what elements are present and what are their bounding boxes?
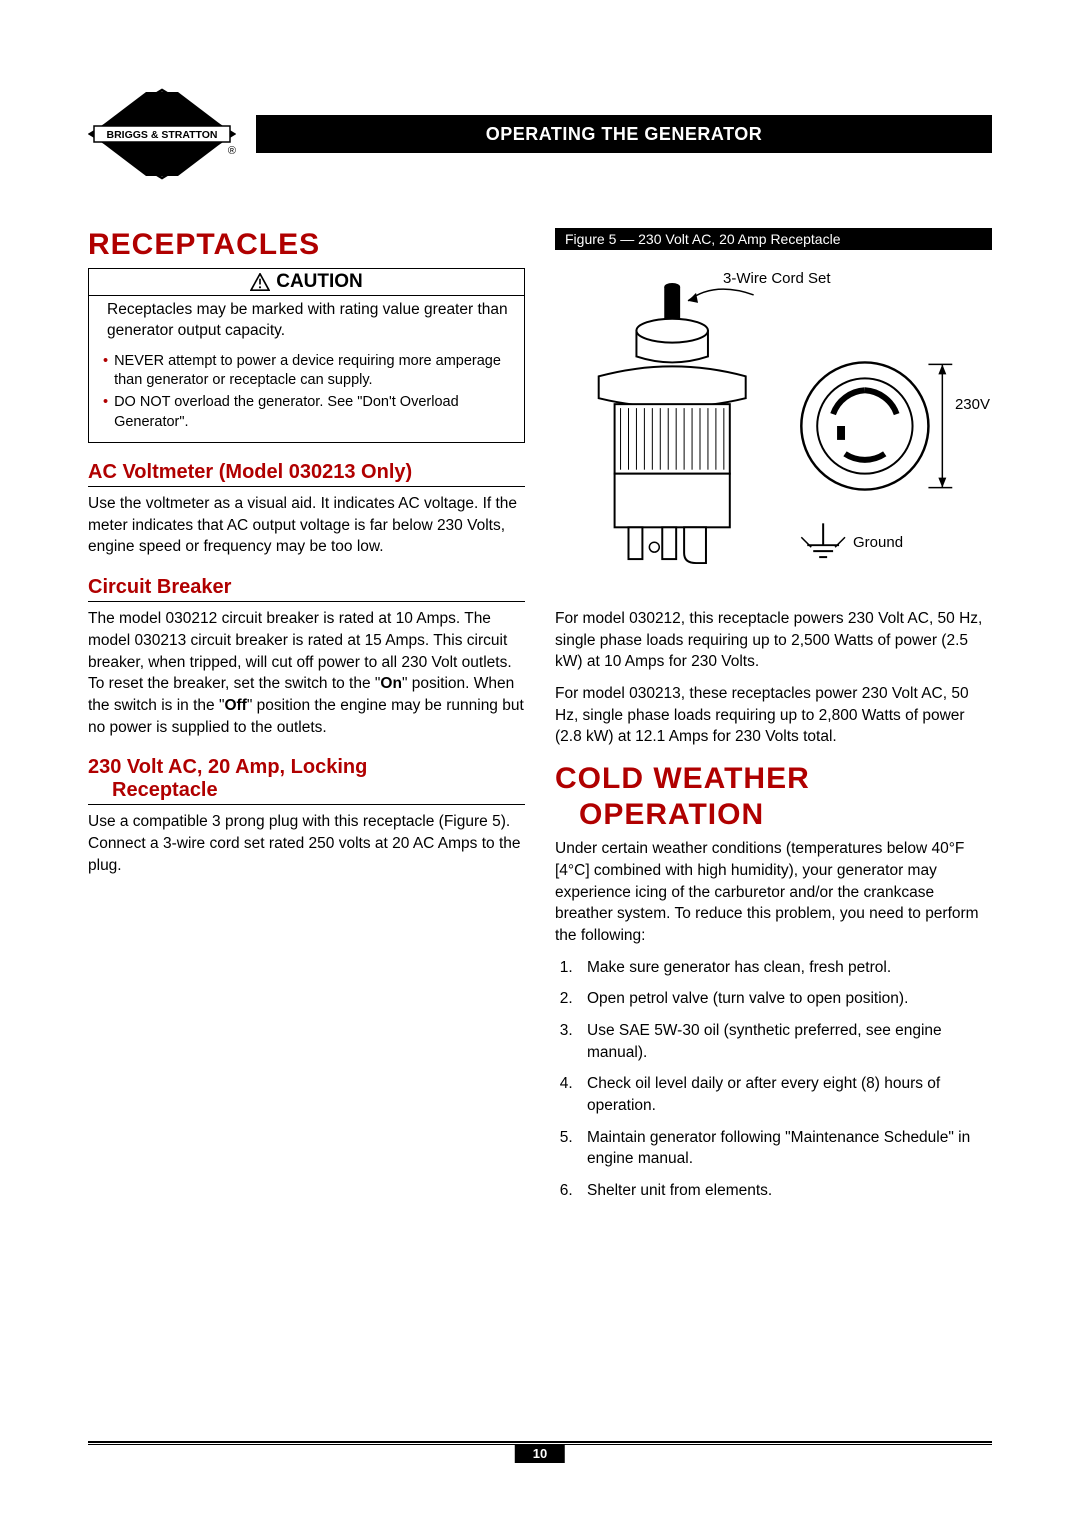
step-item: Open petrol valve (turn valve to open po… [577,988,992,1010]
caution-bullet-text: DO NOT overload the generator. See "Don'… [114,393,514,432]
cold-weather-intro: Under certain weather conditions (temper… [555,838,992,946]
step-item: Check oil level daily or after every eig… [577,1073,992,1116]
receptacles-heading: RECEPTACLES [88,228,525,262]
caution-box: CAUTION Receptacles may be marked with r… [88,268,525,443]
step-item: Use SAE 5W-30 oil (synthetic preferred, … [577,1020,992,1063]
bullet-icon: • [103,352,108,391]
circuit-breaker-heading: Circuit Breaker [88,576,525,602]
caution-bullet: • NEVER attempt to power a device requir… [103,352,514,391]
right-column: Figure 5 — 230 Volt AC, 20 Amp Receptacl… [555,228,992,1212]
figure-5-diagram: 3-Wire Cord Set 230V Ground [555,256,992,596]
section-header-bar: OPERATING THE GENERATOR [256,115,992,153]
svg-text:®: ® [228,145,236,157]
warning-icon [250,273,270,291]
ac-voltmeter-heading: AC Voltmeter (Model 030213 Only) [88,461,525,487]
circuit-breaker-body: The model 030212 circuit breaker is rate… [88,608,525,738]
caution-label: CAUTION [276,271,363,293]
caution-body-text: Receptacles may be marked with rating va… [89,296,524,348]
page-number: 10 [515,1444,565,1463]
receptacle-heading-line1: 230 Volt AC, 20 Amp, Locking [88,756,525,779]
cold-weather-heading-line1: COLD WEATHER [555,762,992,796]
ac-voltmeter-body: Use the voltmeter as a visual aid. It in… [88,493,525,558]
content-columns: RECEPTACLES CAUTION Receptacles may be m… [88,228,992,1212]
step-item: Maintain generator following "Maintenanc… [577,1127,992,1170]
caution-bullet-list: • NEVER attempt to power a device requir… [89,348,524,442]
receptacle-heading-line2: Receptacle [88,779,525,805]
brand-logo: BRIGGS & STRATTON ® [88,88,236,180]
figure-caption: Figure 5 — 230 Volt AC, 20 Amp Receptacl… [555,228,992,250]
step-item: Make sure generator has clean, fresh pet… [577,957,992,979]
cold-weather-heading-line2: OPERATION [555,798,992,832]
caution-bullet: • DO NOT overload the generator. See "Do… [103,393,514,432]
figure-label-volt: 230V [955,396,990,413]
step-item: Shelter unit from elements. [577,1180,992,1202]
cold-weather-steps: Make sure generator has clean, fresh pet… [555,957,992,1202]
figure-label-cord: 3-Wire Cord Set [723,270,831,287]
left-column: RECEPTACLES CAUTION Receptacles may be m… [88,228,525,1212]
bullet-icon: • [103,393,108,432]
section-header-title: OPERATING THE GENERATOR [486,124,763,145]
model-030212-text: For model 030212, this receptacle powers… [555,608,992,673]
figure-label-ground: Ground [853,534,903,551]
caution-bullet-text: NEVER attempt to power a device requirin… [114,352,514,391]
receptacle-body: Use a compatible 3 prong plug with this … [88,811,525,876]
model-030213-text: For model 030213, these receptacles powe… [555,683,992,748]
caution-header: CAUTION [89,269,524,296]
svg-text:BRIGGS & STRATTON: BRIGGS & STRATTON [106,129,217,141]
page-header: BRIGGS & STRATTON ® OPERATING THE GENERA… [88,88,992,180]
